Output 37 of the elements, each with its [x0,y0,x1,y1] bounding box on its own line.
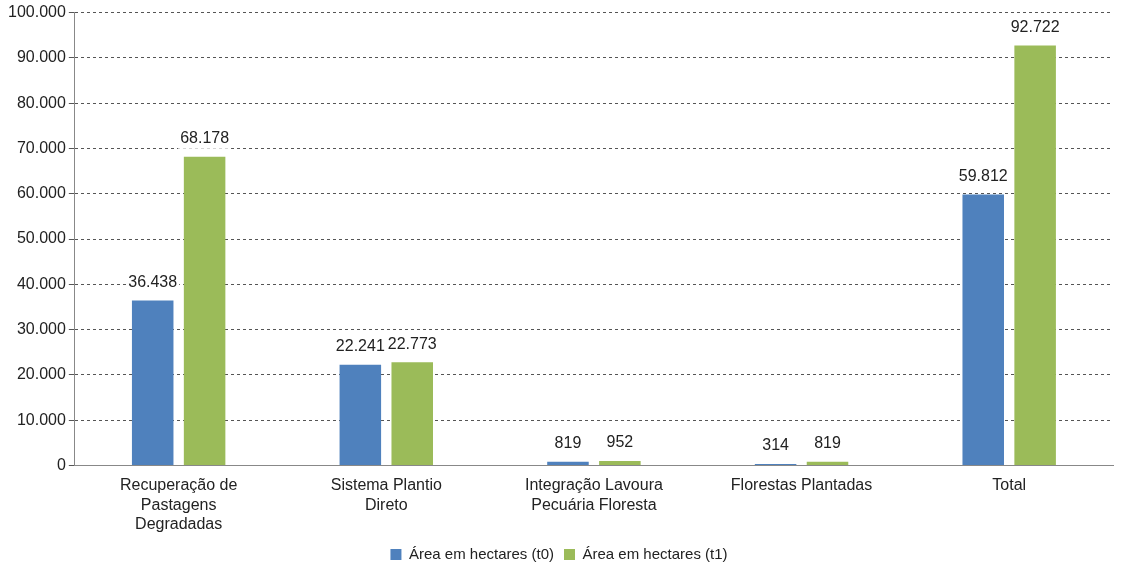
x-tick-label: Total [992,476,1027,494]
data-label: 22.773 [387,334,437,352]
data-label: 92.722 [1010,17,1060,35]
bar [599,461,641,465]
bar [339,364,382,465]
x-tick-label: Florestas Plantadas [730,476,873,494]
bar [547,461,589,465]
data-label: 819 [554,434,582,452]
y-tick-label: 80.000 [16,93,66,111]
y-tick-label: 10.000 [16,410,66,428]
y-tick-label: 30.000 [16,319,66,337]
bar [391,362,433,465]
y-tick-label: 20.000 [16,365,66,383]
bar [806,461,849,465]
y-tick-label: 40.000 [16,274,66,292]
data-label: 22.241 [335,337,385,355]
legend-label: Área em hectares (t1) [582,544,728,562]
y-tick-label: 90.000 [16,48,66,66]
y-tick-label: 100.000 [7,3,66,21]
y-tick-label: 70.000 [16,138,66,156]
data-label: 952 [606,433,634,451]
bar [183,156,226,465]
bar [962,194,1004,465]
y-tick-label: 60.000 [16,184,66,202]
x-tick-label: Integração Lavoura Pecuária Floresta [524,476,663,513]
data-label: 819 [814,434,841,452]
y-tick-label: 0 [56,455,66,473]
bar [1014,45,1056,465]
legend-label: Área em hectares (t0) [408,544,555,562]
x-tick-label: Recuperação de Pastagens Degradadas [119,476,238,532]
y-tick-label: 50.000 [16,229,66,247]
data-label: 59.812 [958,166,1008,184]
data-label: 68.178 [180,129,230,147]
data-label: 314 [762,436,790,454]
x-tick-label: Sistema Plantio Direto [330,476,442,513]
bar [131,300,174,465]
data-label: 36.438 [128,272,178,290]
